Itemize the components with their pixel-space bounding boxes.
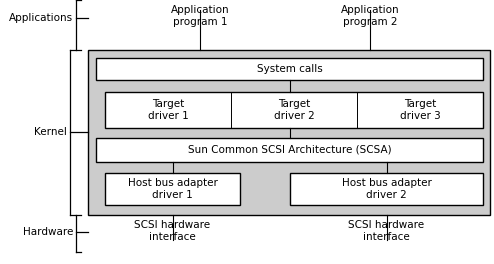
Text: SCSI hardware
interface: SCSI hardware interface xyxy=(134,220,210,242)
Text: Hardware: Hardware xyxy=(23,227,73,237)
Text: Application
program 1: Application program 1 xyxy=(171,5,229,27)
Text: Applications: Applications xyxy=(9,13,73,23)
Text: System calls: System calls xyxy=(256,64,323,74)
Text: Host bus adapter
driver 1: Host bus adapter driver 1 xyxy=(127,178,217,200)
FancyBboxPatch shape xyxy=(96,138,483,162)
Text: Kernel: Kernel xyxy=(34,127,67,137)
Text: Target
driver 3: Target driver 3 xyxy=(400,99,440,121)
FancyBboxPatch shape xyxy=(105,173,240,205)
Text: Target
driver 2: Target driver 2 xyxy=(274,99,314,121)
Text: SCSI hardware
interface: SCSI hardware interface xyxy=(348,220,424,242)
Text: Target
driver 1: Target driver 1 xyxy=(148,99,188,121)
Text: Application
program 2: Application program 2 xyxy=(341,5,399,27)
Text: Host bus adapter
driver 2: Host bus adapter driver 2 xyxy=(341,178,431,200)
Text: Sun Common SCSI Architecture (SCSA): Sun Common SCSI Architecture (SCSA) xyxy=(188,145,391,155)
FancyBboxPatch shape xyxy=(105,92,483,128)
FancyBboxPatch shape xyxy=(96,58,483,80)
FancyBboxPatch shape xyxy=(88,50,490,215)
FancyBboxPatch shape xyxy=(290,173,483,205)
